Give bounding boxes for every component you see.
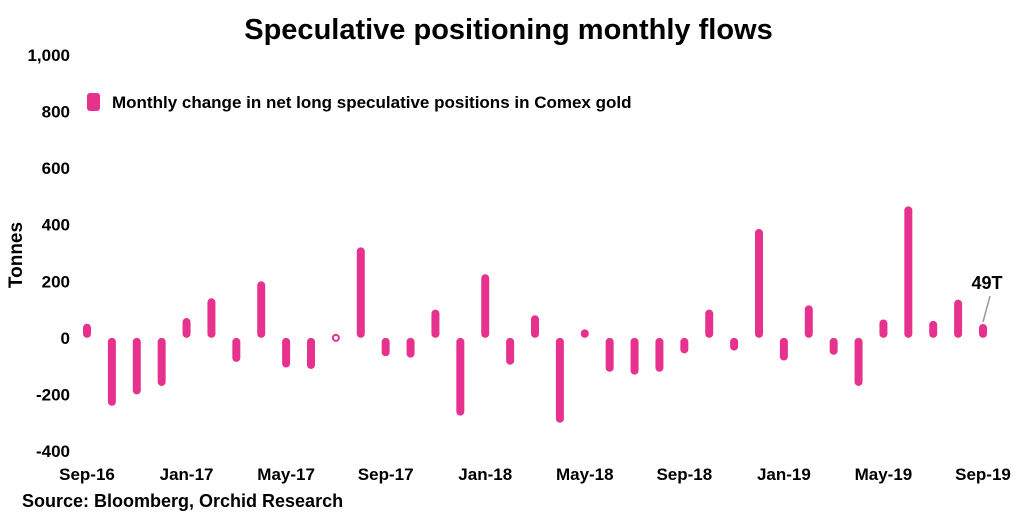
bar bbox=[680, 337, 689, 354]
y-tick-label: 200 bbox=[42, 272, 70, 291]
bar bbox=[580, 329, 589, 338]
x-axis-ticks: Sep-16 Jan-17 May-17 Sep-17 Jan-18 May-18 Sep-… bbox=[59, 465, 1011, 484]
bar bbox=[257, 281, 266, 338]
bar bbox=[879, 319, 888, 338]
bar bbox=[755, 228, 763, 338]
bar bbox=[630, 337, 639, 375]
bar bbox=[929, 320, 938, 338]
bar bbox=[904, 206, 913, 338]
x-tick-label: Jan-18 bbox=[458, 465, 512, 484]
annotation-leader bbox=[982, 295, 991, 323]
bar bbox=[431, 309, 440, 338]
x-tick-label: May-19 bbox=[855, 465, 913, 484]
x-tick-label: May-17 bbox=[257, 465, 315, 484]
bar bbox=[182, 318, 191, 338]
bar bbox=[531, 315, 539, 338]
bar bbox=[356, 247, 365, 338]
bar bbox=[829, 337, 838, 355]
bar bbox=[282, 337, 291, 368]
bar bbox=[406, 337, 415, 358]
y-tick-label: -200 bbox=[36, 385, 70, 404]
bar bbox=[779, 337, 788, 361]
x-tick-label: May-18 bbox=[556, 465, 614, 484]
bar bbox=[132, 337, 141, 395]
y-tick-label: 800 bbox=[42, 103, 70, 122]
legend: Monthly change in net long speculative p… bbox=[87, 93, 632, 112]
bar bbox=[331, 333, 340, 342]
bar bbox=[979, 323, 987, 338]
bar bbox=[481, 274, 490, 338]
bar bbox=[157, 337, 166, 386]
bar bbox=[804, 305, 813, 338]
y-tick-label: -400 bbox=[36, 442, 70, 461]
y-tick-label: 600 bbox=[42, 159, 70, 178]
annotation-label: 49T bbox=[971, 273, 1002, 293]
y-axis-ticks: -400 -200 0 200 400 600 800 1,000 bbox=[27, 46, 70, 461]
bar bbox=[307, 337, 315, 369]
bar bbox=[83, 323, 91, 338]
bar bbox=[705, 309, 714, 338]
legend-swatch bbox=[87, 93, 100, 111]
x-tick-label: Jan-17 bbox=[160, 465, 214, 484]
bar bbox=[107, 337, 116, 406]
y-axis-title: Tonnes bbox=[6, 222, 27, 288]
x-tick-label: Sep-18 bbox=[656, 465, 712, 484]
bar bbox=[506, 337, 515, 365]
bar bbox=[555, 337, 564, 423]
x-tick-label: Jan-19 bbox=[757, 465, 811, 484]
bar bbox=[456, 337, 465, 416]
bar bbox=[730, 337, 739, 351]
bar bbox=[207, 298, 216, 338]
source-note: Source: Bloomberg, Orchid Research bbox=[22, 491, 344, 511]
bar bbox=[954, 299, 963, 338]
bar bbox=[605, 337, 614, 372]
y-tick-label: 1,000 bbox=[27, 46, 70, 65]
x-tick-label: Sep-19 bbox=[955, 465, 1011, 484]
x-tick-label: Sep-16 bbox=[59, 465, 115, 484]
annotations: 49T bbox=[971, 273, 1003, 323]
y-tick-label: 0 bbox=[61, 329, 70, 348]
x-tick-label: Sep-17 bbox=[358, 465, 414, 484]
bar bbox=[232, 337, 241, 362]
bar bbox=[854, 337, 863, 386]
bar bbox=[655, 337, 664, 372]
legend-label: Monthly change in net long speculative p… bbox=[112, 93, 632, 112]
chart-title: Speculative positioning monthly flows bbox=[244, 14, 773, 46]
bar bbox=[381, 337, 390, 357]
bar-series bbox=[83, 206, 987, 423]
y-tick-label: 400 bbox=[42, 216, 70, 235]
